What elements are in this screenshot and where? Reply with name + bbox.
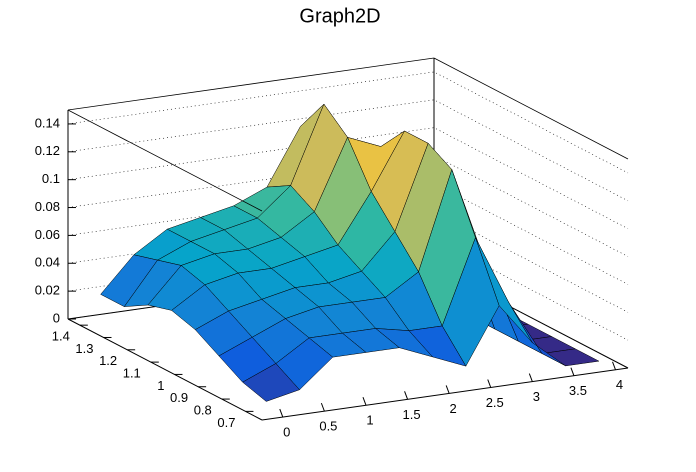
z-tick-label: 0.06: [35, 227, 60, 242]
box-edge: [67, 109, 263, 212]
x-tick: [445, 385, 450, 394]
x-tick-label: 0.5: [319, 419, 337, 434]
y-tick-label: 1.1: [123, 366, 141, 381]
box-edge: [433, 57, 629, 160]
box-edge: [261, 367, 629, 421]
x-tick: [320, 402, 325, 412]
x-tick: [570, 367, 575, 376]
z-tick-label: 0.14: [35, 115, 60, 130]
z-tick-label: 0.08: [35, 199, 60, 214]
box-edge: [67, 318, 263, 421]
y-tick-label: 1.2: [99, 353, 117, 368]
surface-cell: [242, 363, 300, 402]
z-tick-label: 0.04: [35, 255, 60, 270]
y-tick-label: 0.9: [170, 390, 188, 405]
x-tick-label: 1: [366, 413, 373, 428]
chart-title: Graph2D: [299, 5, 380, 27]
x-tick-label: 4: [616, 377, 623, 392]
z-tick-label: 0.02: [35, 283, 60, 298]
x-tick-label: 1.5: [403, 407, 421, 422]
x-tick: [362, 397, 367, 406]
x-tick: [528, 373, 533, 382]
x-tick-label: 3.5: [569, 383, 587, 398]
x-tick-label: 2.5: [486, 395, 504, 410]
x-tick: [404, 391, 409, 400]
z-tick-label: 0.12: [35, 143, 60, 158]
z-tick-label: 0: [53, 310, 60, 325]
y-tick-label: 0.8: [194, 402, 212, 417]
z-tick-label: 0.1: [42, 171, 60, 186]
y-tick-label: 1.4: [52, 329, 70, 344]
x-tick-label: 0: [283, 424, 290, 439]
y-tick-label: 1.3: [75, 341, 93, 356]
box-edge: [67, 57, 435, 111]
x-tick: [279, 408, 284, 418]
y-tick-label: 1: [157, 378, 164, 393]
x-tick-label: 3: [533, 389, 540, 404]
y-tick-label: 0.7: [217, 415, 235, 430]
x-tick: [612, 361, 616, 370]
x-tick-label: 2: [450, 401, 457, 416]
x-tick: [487, 379, 492, 388]
